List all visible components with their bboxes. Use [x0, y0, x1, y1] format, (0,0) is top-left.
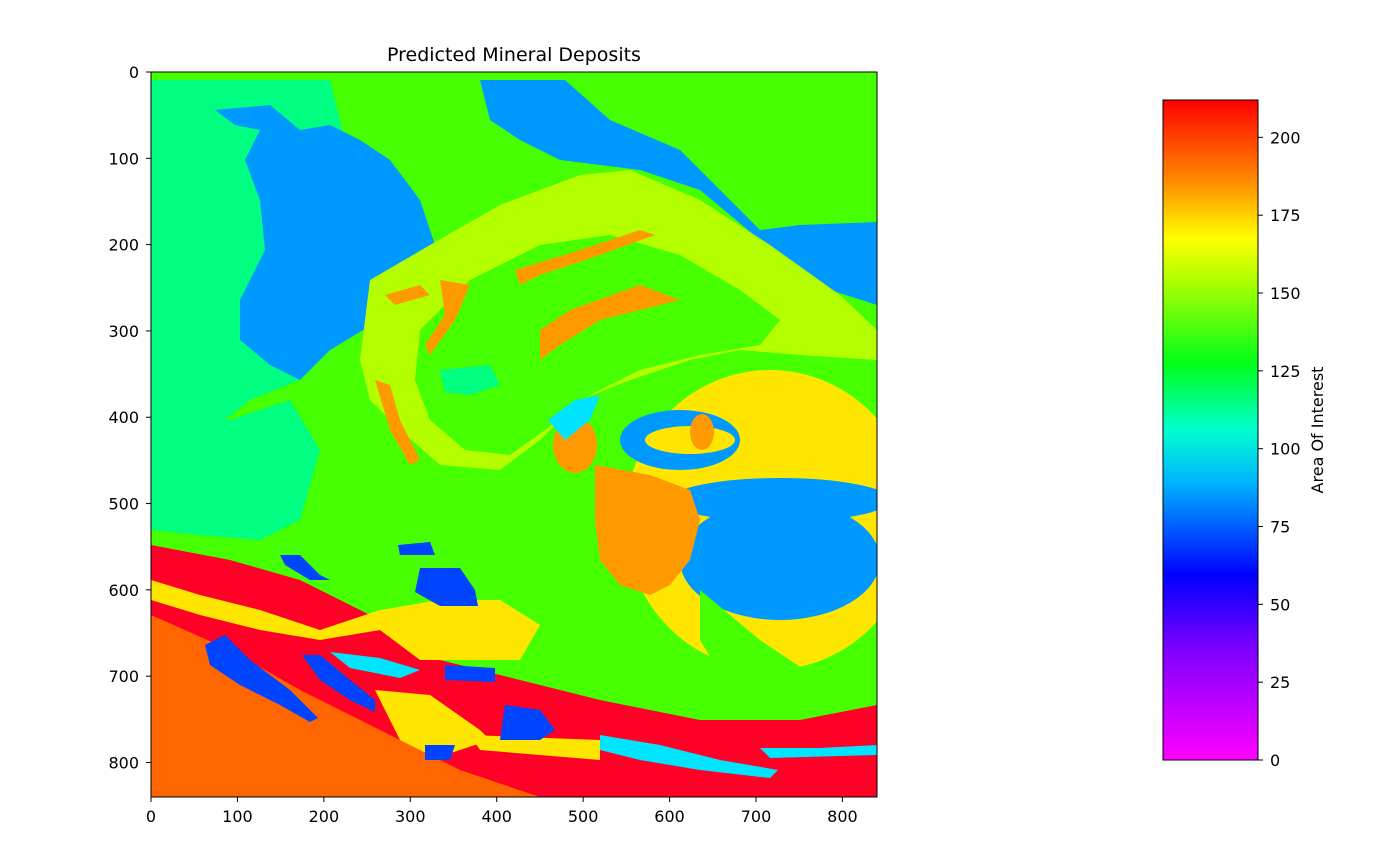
x-tick-label: 200: [309, 807, 340, 826]
region-lens-1: [205, 635, 318, 722]
heatmap-image: [151, 72, 877, 797]
x-tick-label: 800: [827, 807, 858, 826]
region-cyan-band-1: [330, 652, 420, 678]
y-tick-label: 0: [129, 63, 139, 82]
region-fold-streak-2: [515, 230, 655, 285]
region-lens-8: [445, 665, 495, 682]
region-lens-3: [415, 568, 478, 606]
region-lens-7: [425, 745, 455, 760]
colorbar: [1162, 99, 1259, 761]
y-tick-label: 800: [108, 753, 139, 772]
region-cyan-band-4: [548, 395, 600, 440]
x-tick-label: 500: [568, 807, 599, 826]
region-fold-streak-3: [385, 285, 430, 305]
colorbar-tick-label: 50: [1270, 595, 1290, 614]
region-central-pod: [595, 465, 700, 595]
region-lens-2: [302, 655, 375, 712]
region-lens-4: [398, 542, 435, 555]
x-axis: 0 100 200 300 400 500 600 700 800: [146, 797, 858, 826]
region-right-blue: [800, 222, 877, 300]
region-small-pod-2: [690, 414, 714, 450]
colorbar-tick-label: 175: [1270, 206, 1301, 225]
x-tick-label: 100: [222, 807, 253, 826]
region-cyan-band-2: [600, 735, 778, 778]
colorbar-tick-label: 100: [1270, 440, 1301, 459]
x-tick-label: 600: [654, 807, 685, 826]
colorbar-tick-label: 25: [1270, 673, 1290, 692]
y-tick-label: 400: [108, 408, 139, 427]
region-yellow-band-3: [470, 735, 600, 760]
region-upper-right-blue: [480, 80, 877, 305]
y-tick-label: 100: [108, 149, 139, 168]
region-lens-5: [280, 555, 330, 580]
y-axis: 0 100 200 300 400 500 600 700 800: [108, 63, 151, 772]
y-tick-label: 700: [108, 667, 139, 686]
region-right-fold-stripe: [670, 478, 877, 522]
region-fold-streak-4: [375, 380, 420, 465]
y-tick-label: 300: [108, 322, 139, 341]
plot-frame: [150, 71, 878, 798]
x-tick-label: 700: [741, 807, 772, 826]
chart-title: Predicted Mineral Deposits: [387, 44, 641, 66]
colorbar-tick-label: 200: [1270, 128, 1301, 147]
region-fold-streak-1: [425, 280, 470, 355]
region-teal-streak: [440, 365, 500, 395]
x-tick-label: 300: [395, 807, 426, 826]
colorbar-tick-label: 0: [1270, 751, 1280, 770]
x-tick-label: 0: [146, 807, 156, 826]
y-tick-label: 200: [108, 236, 139, 255]
x-tick-label: 400: [481, 807, 512, 826]
colorbar-tick-label: 150: [1270, 284, 1301, 303]
region-lens-6: [500, 705, 555, 740]
y-tick-label: 600: [108, 581, 139, 600]
colorbar-label: Area Of Interest: [1308, 367, 1327, 494]
region-right-fold-blue-1: [680, 500, 877, 620]
region-right-fold-yellow-2: [645, 426, 735, 454]
colorbar-ticks: 0 25 50 75 100 125 150 175 200: [1258, 128, 1301, 770]
y-tick-label: 500: [108, 495, 139, 514]
region-left-lower: [151, 400, 320, 540]
colorbar-tick-label: 125: [1270, 362, 1301, 381]
region-fold-streak-5: [540, 285, 680, 360]
colorbar-tick-label: 75: [1270, 518, 1290, 537]
region-fold-inner: [415, 235, 780, 455]
region-right-green: [700, 590, 877, 720]
region-cyan-band-3: [760, 745, 877, 758]
